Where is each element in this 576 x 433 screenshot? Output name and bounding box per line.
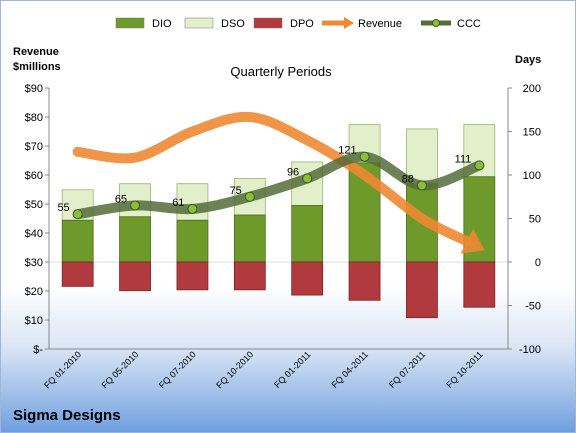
left-tick-label: $20 [25, 286, 43, 298]
bar-dso [176, 183, 209, 221]
left-tick-label: $70 [25, 141, 43, 153]
ccc-point [474, 160, 485, 171]
bar-dio [176, 219, 209, 263]
legend-swatch-dso [184, 17, 214, 29]
legend-label-dio: DIO [152, 18, 172, 30]
ccc-data-label: 96 [287, 166, 299, 178]
left-tick-label: $60 [25, 170, 43, 182]
right-tick-label: 50 [529, 214, 541, 226]
bar-dpo [119, 261, 151, 292]
category-label: FQ 10-2011 [444, 349, 485, 390]
right-tick-label: 0 [535, 257, 541, 269]
ccc-point [72, 209, 83, 220]
category-label: FQ 10-2010 [214, 349, 255, 390]
chart-title: Quarterly Periods [230, 64, 332, 79]
ccc-data-label: 121 [338, 145, 356, 157]
bar-dpo [233, 261, 266, 291]
company-name: Sigma Designs [13, 407, 121, 424]
bar-dpo [348, 261, 381, 301]
bar-dio [291, 205, 324, 263]
right-tick-label: 200 [523, 83, 541, 95]
ccc-point [416, 180, 427, 191]
bar-dpo [176, 261, 209, 291]
left-tick-label: $10 [25, 315, 43, 327]
ccc-data-label: 65 [115, 193, 127, 205]
legend-swatch-dio [115, 17, 145, 29]
legend-label-dso: DSO [221, 18, 245, 30]
ccc-point [130, 200, 141, 211]
legend-label-dpo: DPO [290, 18, 314, 30]
right-tick-label: 100 [523, 170, 541, 182]
bar-dio [61, 219, 94, 263]
ccc-point [244, 191, 255, 202]
ccc-data-label: 55 [57, 202, 69, 214]
legend-label-ccc: CCC [457, 18, 481, 30]
ccc-point [359, 151, 370, 162]
revenue-line [72, 111, 472, 247]
left-tick-label: $50 [25, 199, 43, 211]
revenue-arrowhead [460, 228, 485, 254]
ccc-data-label: 111 [455, 153, 472, 165]
category-label: FQ 04-2011 [329, 349, 370, 390]
left-tick-label: $30 [25, 257, 43, 269]
legend-label-revenue: Revenue [358, 18, 402, 30]
legend-arrow-revenue [344, 17, 354, 29]
category-label: FQ 07-2011 [387, 349, 428, 390]
ccc-point [302, 173, 313, 184]
ccc-data-label: 75 [230, 185, 242, 197]
right-tick-label: -100 [519, 344, 541, 356]
left-tick-label: $80 [25, 112, 43, 124]
left-axis-title-line1: Revenue [13, 46, 59, 58]
ccc-data-label: 88 [402, 173, 414, 185]
category-label: FQ 01-2011 [272, 349, 313, 390]
legend-marker-ccc [432, 19, 440, 27]
ccc-line [72, 151, 485, 220]
legend-swatch-dpo [253, 17, 283, 29]
bar-dio [233, 214, 266, 263]
category-label: FQ 01-2010 [42, 349, 83, 390]
category-label: FQ 07-2010 [157, 349, 198, 390]
bar-dpo [463, 261, 496, 308]
bar-dpo [61, 261, 94, 287]
bar-dpo [406, 261, 438, 319]
right-axis-title: Days [515, 54, 541, 66]
right-tick-label: 150 [523, 127, 541, 139]
left-axis-title-line2: $millions [13, 61, 61, 73]
ccc-data-label: 61 [172, 197, 184, 209]
right-tick-label: -50 [525, 301, 541, 313]
category-label: FQ 05-2010 [99, 349, 140, 390]
bar-dpo [291, 261, 324, 296]
left-tick-label: $40 [25, 228, 43, 240]
bar-dio [119, 216, 151, 263]
ccc-point [187, 203, 198, 214]
left-tick-label: $- [33, 344, 43, 356]
left-tick-label: $90 [25, 83, 43, 95]
